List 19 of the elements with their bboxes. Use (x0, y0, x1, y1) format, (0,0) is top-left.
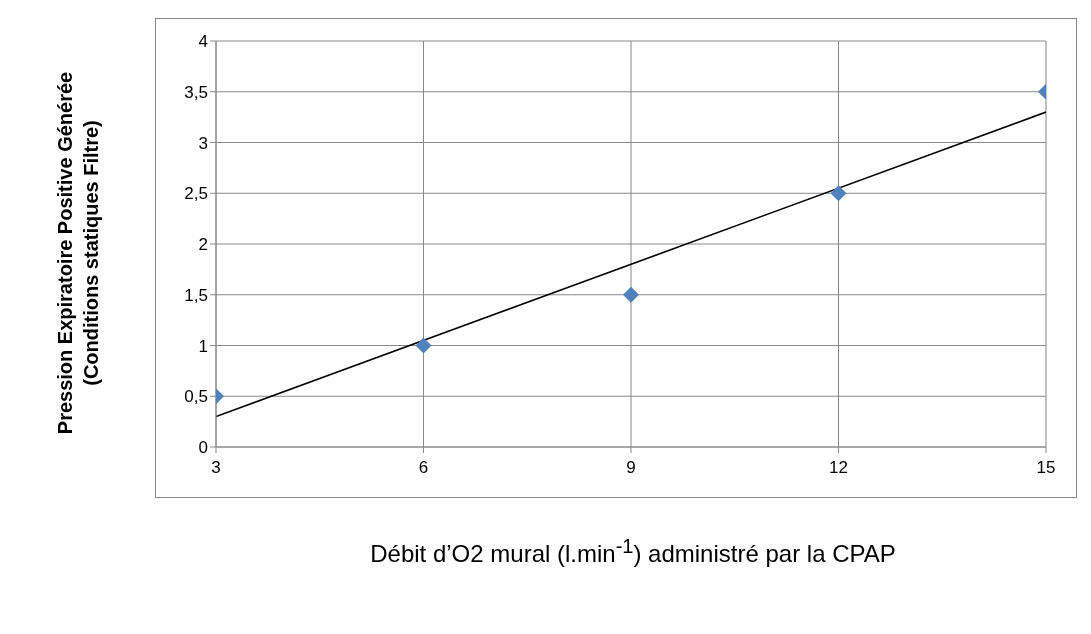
y-tick-label: 1 (198, 336, 208, 356)
y-tick-label: 4 (198, 32, 208, 52)
y-tick-label: 0,5 (184, 387, 208, 407)
x-tick-label: 15 (1036, 458, 1056, 478)
y-tick-label: 2,5 (184, 184, 208, 204)
x-axis-title: Débit d’O2 mural (l.min$^{-1}$) administré par la CPAP (369, 534, 897, 569)
x-tick-label: 12 (829, 458, 848, 478)
point (830, 185, 847, 202)
y-tick-label: 2 (198, 235, 208, 255)
y-tick-label: 3 (198, 133, 208, 153)
point (623, 286, 639, 303)
x-tick-label: 6 (418, 458, 429, 478)
point (415, 337, 432, 354)
x-tick-label: 3 (211, 458, 221, 478)
y-tick-label: 0 (198, 438, 208, 458)
y-axis-title: Pression Expiratoire Positive Générée (Conditions statiques Filtre) (53, 70, 103, 437)
x-tick-label: 9 (626, 458, 636, 478)
y-tick-label: 3,5 (184, 82, 208, 102)
y-tick-label: 1,5 (184, 285, 208, 305)
